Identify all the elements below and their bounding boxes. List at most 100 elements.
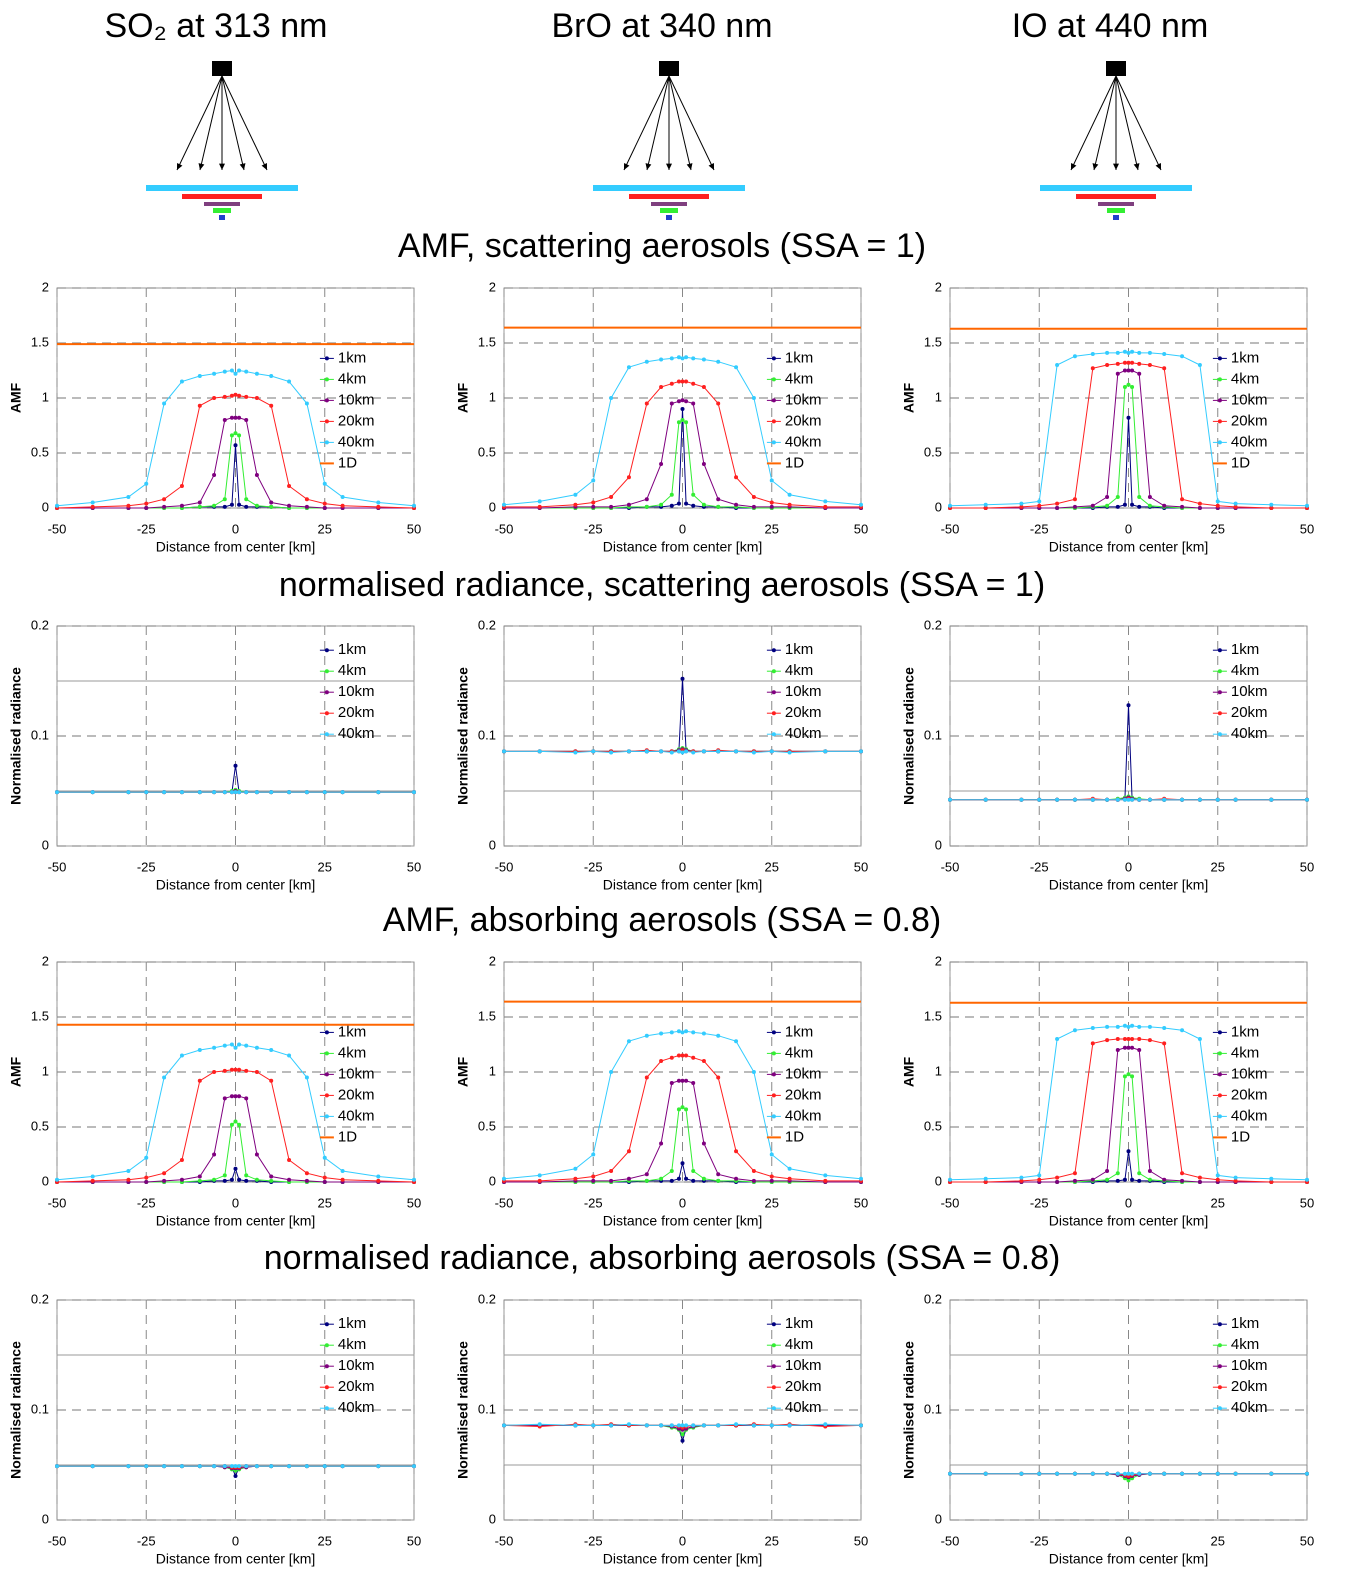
- legend-marker: [1217, 648, 1222, 653]
- legend-marker: [1217, 1093, 1222, 1098]
- legend-label: 20km: [338, 1378, 375, 1395]
- data-point: [233, 1464, 238, 1469]
- y-tick-label: 1: [42, 389, 49, 404]
- data-point: [691, 356, 696, 361]
- data-point: [412, 1177, 416, 1182]
- data-point: [222, 1043, 227, 1048]
- data-point: [626, 502, 631, 507]
- legend-label: 10km: [785, 1065, 822, 1082]
- x-tick-label: 25: [318, 521, 332, 536]
- data-point: [1180, 1171, 1185, 1176]
- y-axis-title: AMF: [8, 382, 24, 413]
- data-point: [55, 1177, 59, 1182]
- data-point: [734, 502, 739, 507]
- data-point: [269, 790, 274, 795]
- data-point: [233, 1166, 238, 1171]
- data-point: [1137, 1048, 1142, 1052]
- data-point: [1126, 1072, 1131, 1077]
- legend-label: 4km: [785, 1336, 813, 1353]
- ray: [1093, 75, 1117, 171]
- aerosol-layer: [1098, 202, 1134, 206]
- data-point: [237, 368, 242, 373]
- data-point: [90, 1464, 95, 1469]
- aerosol-layer: [629, 194, 709, 199]
- data-point: [1037, 1471, 1042, 1476]
- legend-marker: [1217, 732, 1222, 737]
- data-point: [1137, 1037, 1142, 1041]
- data-point: [287, 790, 292, 795]
- data-point: [1130, 360, 1135, 365]
- data-point: [751, 504, 756, 509]
- data-point: [676, 1078, 681, 1083]
- legend-label: 10km: [338, 683, 375, 700]
- x-tick-label: -25: [137, 1195, 156, 1210]
- aerosol-layer: [666, 215, 672, 220]
- data-point: [684, 1053, 689, 1058]
- data-point: [1105, 1038, 1110, 1043]
- data-point: [691, 492, 696, 497]
- ray: [176, 75, 223, 171]
- data-point: [269, 1078, 274, 1083]
- data-point: [1105, 1177, 1110, 1182]
- legend-label: 1km: [338, 641, 366, 658]
- ray: [1070, 75, 1117, 171]
- data-point: [244, 1068, 249, 1073]
- x-tick-label: 25: [765, 1195, 779, 1210]
- aerosol-layer: [219, 215, 225, 220]
- y-axis-title: AMF: [455, 382, 471, 413]
- legend-label: 20km: [1231, 412, 1268, 429]
- data-point: [1126, 797, 1131, 802]
- legend-marker: [1217, 440, 1222, 445]
- legend-label: 10km: [338, 1357, 375, 1374]
- x-tick-label: -50: [941, 1533, 960, 1548]
- data-point: [212, 396, 217, 400]
- data-point: [55, 503, 59, 508]
- data-point: [701, 502, 706, 507]
- data-point: [229, 433, 234, 438]
- legend-label: 10km: [785, 391, 822, 408]
- data-point: [734, 365, 739, 370]
- legend-marker: [324, 1406, 329, 1411]
- arrowhead: [1155, 163, 1161, 170]
- x-tick-label: 25: [318, 859, 332, 874]
- data-point: [1072, 1471, 1077, 1476]
- data-point: [162, 504, 167, 509]
- data-point: [680, 418, 685, 422]
- data-point: [769, 1423, 774, 1428]
- y-tick-label: 0.5: [31, 1118, 49, 1133]
- y-tick-label: 0.1: [924, 727, 942, 742]
- data-point: [162, 790, 167, 795]
- arrowhead: [686, 163, 693, 170]
- data-point: [769, 749, 774, 754]
- y-tick-label: 1: [489, 389, 496, 404]
- data-point: [1122, 797, 1127, 802]
- y-tick-label: 1.5: [478, 1008, 496, 1023]
- y-axis-title: AMF: [901, 382, 917, 413]
- data-point: [1137, 1178, 1142, 1183]
- data-point: [701, 1031, 706, 1036]
- x-tick-label: 50: [1300, 521, 1314, 536]
- data-point: [701, 357, 706, 362]
- legend-label: 1km: [1231, 1315, 1259, 1332]
- data-point: [948, 1177, 952, 1182]
- data-point: [304, 1178, 309, 1183]
- x-tick-label: 0: [679, 859, 686, 874]
- legend-label: 1D: [785, 1128, 804, 1145]
- data-point: [644, 1423, 649, 1428]
- data-point: [823, 1422, 828, 1427]
- data-point: [90, 1174, 95, 1179]
- data-point: [1126, 1149, 1131, 1154]
- data-point: [1147, 363, 1152, 367]
- data-point: [1162, 1041, 1167, 1046]
- data-point: [859, 1423, 863, 1428]
- data-point: [322, 481, 327, 486]
- data-point: [1122, 1037, 1127, 1041]
- data-point: [1197, 1175, 1202, 1180]
- data-point: [1055, 797, 1060, 802]
- data-point: [212, 503, 217, 508]
- data-point: [254, 1070, 259, 1074]
- data-point: [626, 1149, 631, 1154]
- data-point: [1162, 366, 1167, 371]
- data-point: [197, 1178, 202, 1183]
- x-tick-label: 25: [765, 859, 779, 874]
